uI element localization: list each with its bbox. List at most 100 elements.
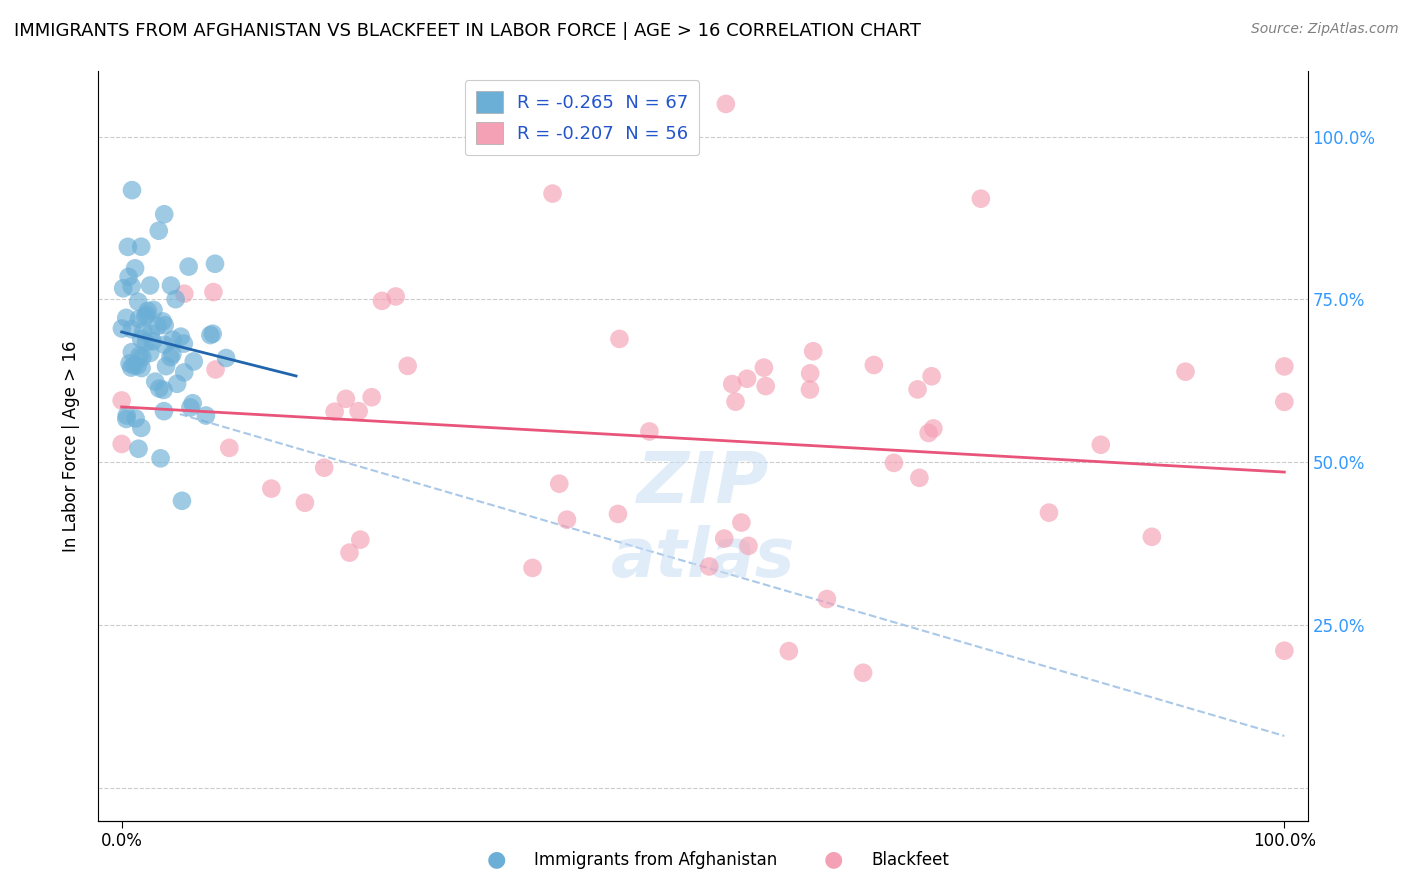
Text: ●: ● xyxy=(486,849,506,869)
Point xyxy=(160,278,183,293)
Point xyxy=(111,437,134,451)
Point xyxy=(124,411,146,425)
Point xyxy=(384,289,406,303)
Point xyxy=(215,351,238,365)
Point xyxy=(181,396,204,410)
Point xyxy=(128,349,150,363)
Point xyxy=(638,425,661,439)
Point xyxy=(1272,395,1295,409)
Point xyxy=(131,361,153,376)
Point xyxy=(121,183,143,197)
Point xyxy=(143,375,166,389)
Point xyxy=(349,533,371,547)
Point xyxy=(173,286,195,301)
Text: Immigrants from Afghanistan: Immigrants from Afghanistan xyxy=(534,851,778,869)
Point xyxy=(115,409,138,423)
Point xyxy=(907,383,929,397)
Point xyxy=(148,382,170,396)
Point xyxy=(721,377,744,392)
Text: atlas: atlas xyxy=(610,525,796,591)
Point xyxy=(360,390,382,404)
Point xyxy=(155,359,177,373)
Point xyxy=(260,482,283,496)
Text: ●: ● xyxy=(824,849,844,869)
Point xyxy=(204,257,226,271)
Point xyxy=(183,354,205,368)
Point xyxy=(922,421,945,435)
Point xyxy=(121,279,143,293)
Point xyxy=(908,471,931,485)
Point xyxy=(153,404,176,418)
Point xyxy=(124,261,146,276)
Point xyxy=(159,350,181,364)
Text: ZIP: ZIP xyxy=(637,449,769,518)
Point xyxy=(1272,643,1295,657)
Point xyxy=(127,294,149,309)
Point xyxy=(122,359,145,373)
Point xyxy=(152,383,174,397)
Point xyxy=(347,404,370,418)
Point xyxy=(117,240,139,254)
Point xyxy=(136,303,159,318)
Point xyxy=(120,360,142,375)
Point xyxy=(218,441,240,455)
Text: Blackfeet: Blackfeet xyxy=(872,851,949,869)
Point xyxy=(801,344,824,359)
Point xyxy=(135,335,157,350)
Point xyxy=(146,318,169,333)
Point xyxy=(883,456,905,470)
Point xyxy=(724,394,747,409)
Point xyxy=(170,329,193,343)
Point xyxy=(153,338,176,352)
Point xyxy=(129,240,152,254)
Point xyxy=(118,356,141,370)
Point xyxy=(200,328,222,343)
Point xyxy=(166,376,188,391)
Point xyxy=(799,367,821,381)
Point xyxy=(179,401,201,415)
Point xyxy=(1038,506,1060,520)
Point xyxy=(127,359,149,373)
Point xyxy=(115,310,138,325)
Point xyxy=(609,332,631,346)
Point xyxy=(111,321,134,335)
Point xyxy=(162,347,184,361)
Point xyxy=(737,539,759,553)
Text: IMMIGRANTS FROM AFGHANISTAN VS BLACKFEET IN LABOR FORCE | AGE > 16 CORRELATION C: IMMIGRANTS FROM AFGHANISTAN VS BLACKFEET… xyxy=(14,22,921,40)
Point xyxy=(713,532,735,546)
Legend: R = -0.265  N = 67, R = -0.207  N = 56: R = -0.265 N = 67, R = -0.207 N = 56 xyxy=(465,80,699,155)
Point xyxy=(396,359,419,373)
Point xyxy=(127,442,149,456)
Point xyxy=(173,336,195,351)
Point xyxy=(115,412,138,426)
Point xyxy=(162,333,184,347)
Point xyxy=(1140,530,1163,544)
Point xyxy=(129,332,152,346)
Text: Source: ZipAtlas.com: Source: ZipAtlas.com xyxy=(1251,22,1399,37)
Point xyxy=(139,326,162,341)
Point xyxy=(522,561,544,575)
Point xyxy=(149,451,172,466)
Point xyxy=(111,393,134,408)
Point xyxy=(204,362,226,376)
Point xyxy=(1090,438,1112,452)
Point xyxy=(735,372,758,386)
Point xyxy=(714,97,737,112)
Point xyxy=(730,516,752,530)
Point xyxy=(755,379,778,393)
Point xyxy=(607,507,630,521)
Point xyxy=(778,644,800,658)
Point xyxy=(815,592,838,607)
Point xyxy=(152,314,174,328)
Point xyxy=(548,476,571,491)
Point xyxy=(129,421,152,435)
Point xyxy=(170,493,193,508)
Point xyxy=(112,281,135,295)
Point xyxy=(555,513,578,527)
Point xyxy=(148,224,170,238)
Point xyxy=(339,546,361,560)
Point xyxy=(752,360,775,375)
Point xyxy=(117,269,139,284)
Point xyxy=(294,496,316,510)
Point xyxy=(335,392,357,406)
